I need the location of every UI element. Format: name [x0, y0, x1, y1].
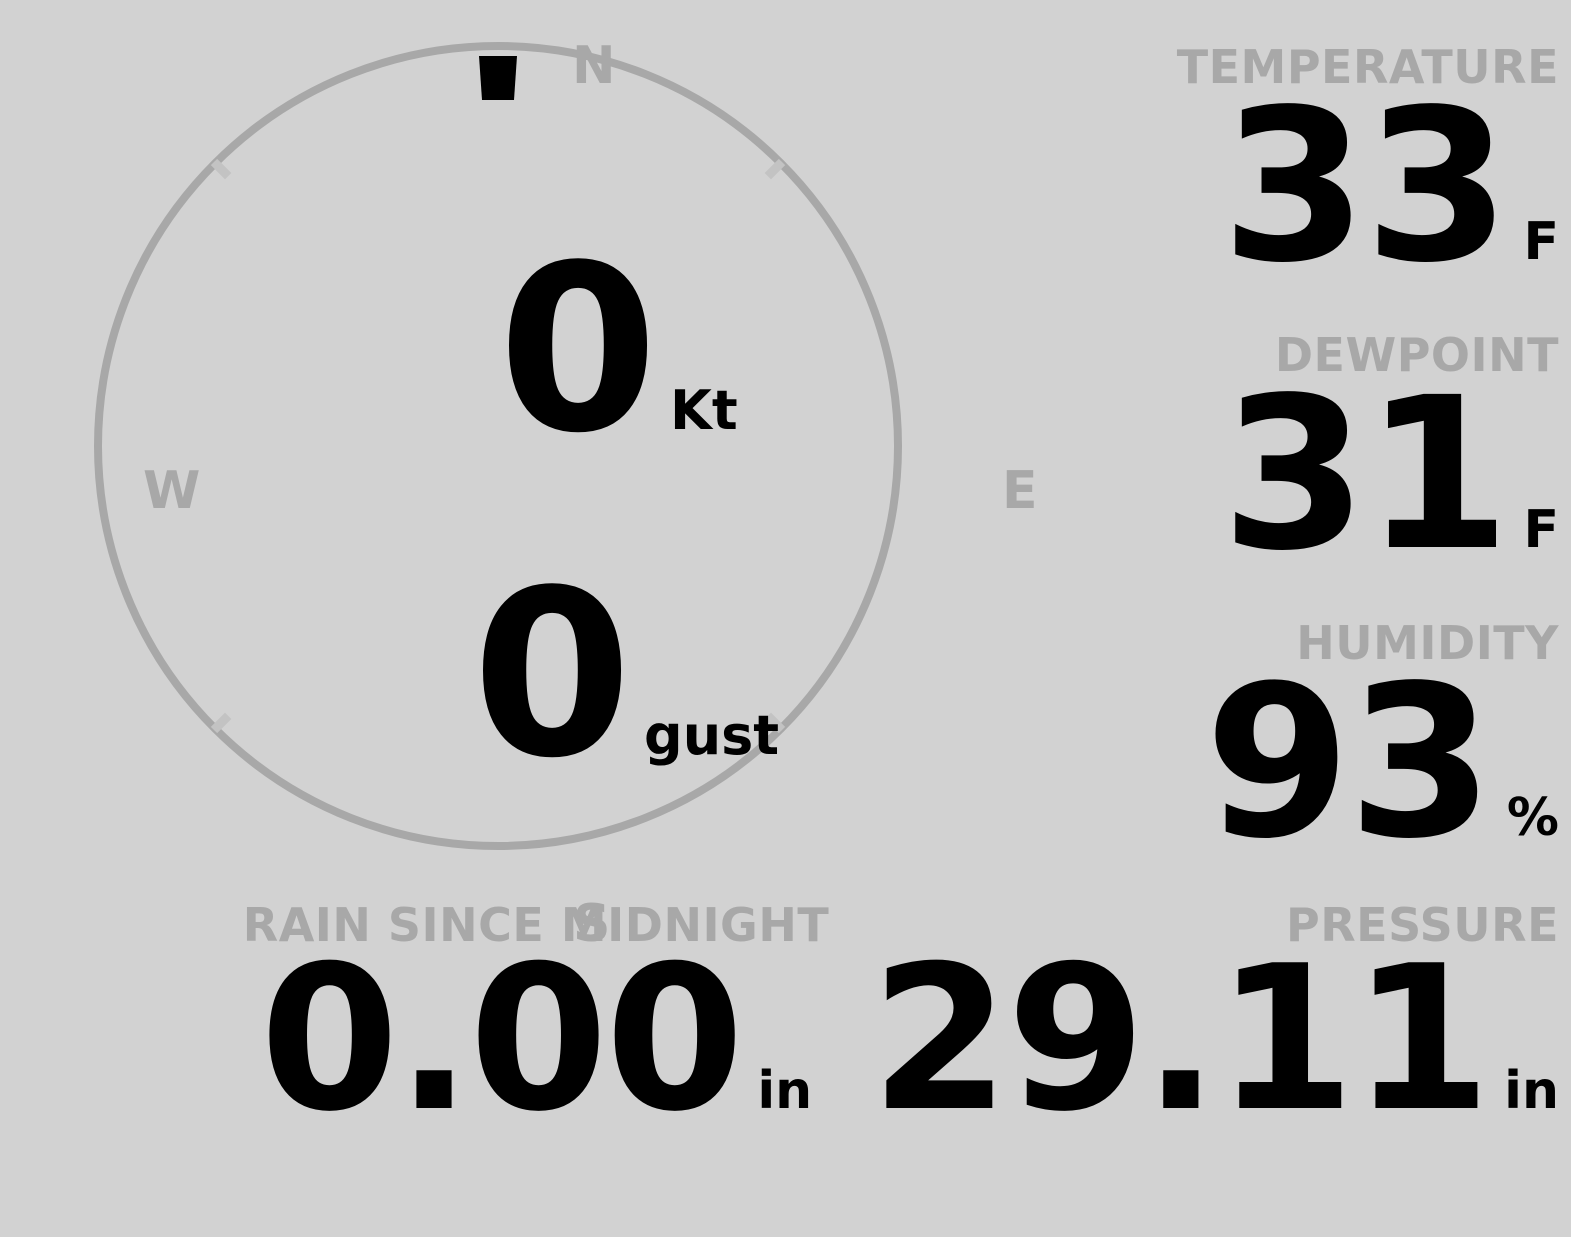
- compass-ring-graphic: [94, 42, 902, 850]
- wind-gust-readout: 0 gust: [472, 542, 780, 809]
- metric-pressure: PRESSURE 29.11 in: [859, 898, 1559, 1156]
- pressure-label: PRESSURE: [1286, 898, 1559, 952]
- wind-speed-readout: 0 Kt: [498, 217, 738, 484]
- temperature-label: TEMPERATURE: [1176, 40, 1559, 94]
- humidity-valuerow: 93 %: [939, 640, 1559, 885]
- humidity-value: 93: [1204, 640, 1494, 885]
- metric-dewpoint: DEWPOINT 31 F: [939, 328, 1559, 597]
- rain-unit: in: [757, 1061, 813, 1121]
- wind-gust-value: 0: [472, 542, 632, 809]
- rain-value: 0.00: [259, 923, 744, 1156]
- metric-humidity: HUMIDITY 93 %: [939, 616, 1559, 885]
- rain-valuerow: 0.00 in: [236, 923, 836, 1156]
- pressure-unit: in: [1504, 1061, 1559, 1121]
- rain-label: RAIN SINCE MIDNIGHT: [242, 898, 830, 952]
- humidity-unit: %: [1506, 788, 1559, 848]
- temperature-valuerow: 33 F: [939, 64, 1559, 309]
- humidity-label: HUMIDITY: [1296, 616, 1559, 670]
- dewpoint-value: 31: [1221, 352, 1510, 597]
- dewpoint-unit: F: [1523, 500, 1559, 560]
- dewpoint-label: DEWPOINT: [1274, 328, 1559, 382]
- wind-compass-gauge: N S W E 0 Kt 0 gust: [94, 36, 1038, 950]
- compass-label-west: W: [143, 461, 201, 521]
- temperature-value: 33: [1221, 64, 1510, 309]
- compass-tick-marks: [210, 158, 786, 734]
- compass-label-east: E: [1002, 461, 1038, 521]
- metric-temperature: TEMPERATURE 33 F: [939, 40, 1559, 309]
- pressure-value: 29.11: [870, 923, 1492, 1156]
- temperature-unit: F: [1523, 212, 1559, 272]
- wind-direction-pointer: [479, 56, 517, 100]
- compass-label-north: N: [572, 36, 616, 96]
- pressure-valuerow: 29.11 in: [859, 923, 1559, 1156]
- wind-speed-unit: Kt: [670, 379, 738, 442]
- compass-label-south: S: [573, 894, 611, 954]
- compass-ring-circle: [94, 42, 902, 850]
- metric-rain-since-midnight: RAIN SINCE MIDNIGHT 0.00 in: [236, 898, 836, 1156]
- dewpoint-valuerow: 31 F: [939, 352, 1559, 597]
- wind-speed-value: 0: [498, 217, 658, 484]
- wind-gust-unit: gust: [644, 704, 780, 767]
